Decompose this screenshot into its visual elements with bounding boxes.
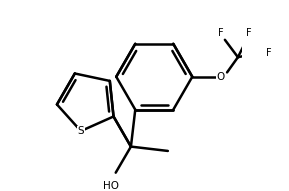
Text: F: F (218, 28, 223, 38)
Text: F: F (246, 28, 252, 38)
Text: O: O (216, 72, 225, 82)
Text: HO: HO (103, 181, 119, 191)
Text: S: S (77, 126, 84, 136)
Text: F: F (266, 48, 272, 58)
